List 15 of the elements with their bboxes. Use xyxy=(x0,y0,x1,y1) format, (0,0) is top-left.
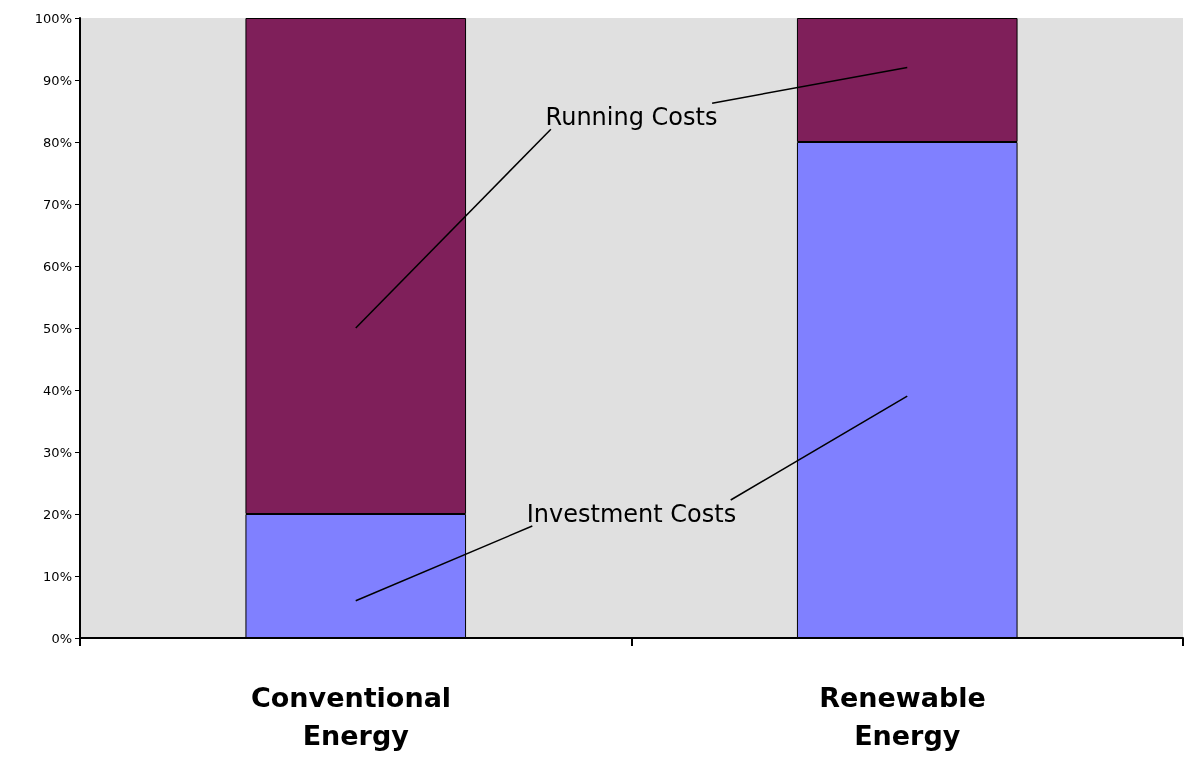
text: Running Costs xyxy=(545,103,718,132)
y-tick-label: 20% xyxy=(43,506,72,522)
y-tick-label: 50% xyxy=(43,320,72,336)
x-tick-label: Conventional Energy xyxy=(250,681,461,751)
y-tick-label: 10% xyxy=(43,568,72,584)
y-tick-label: 0% xyxy=(51,630,72,646)
text: Investment Costs xyxy=(526,500,737,528)
y-tick-label: 60% xyxy=(43,258,72,274)
x-tick-label: Renewable Energy xyxy=(819,681,996,751)
y-tick-label: 100% xyxy=(34,10,72,26)
y-tick-label: 70% xyxy=(43,196,72,212)
y-tick-label: 90% xyxy=(43,72,72,88)
y-tick-label: 40% xyxy=(43,382,72,398)
y-tick-label: 80% xyxy=(43,134,72,150)
y-tick-label: 30% xyxy=(43,444,72,460)
